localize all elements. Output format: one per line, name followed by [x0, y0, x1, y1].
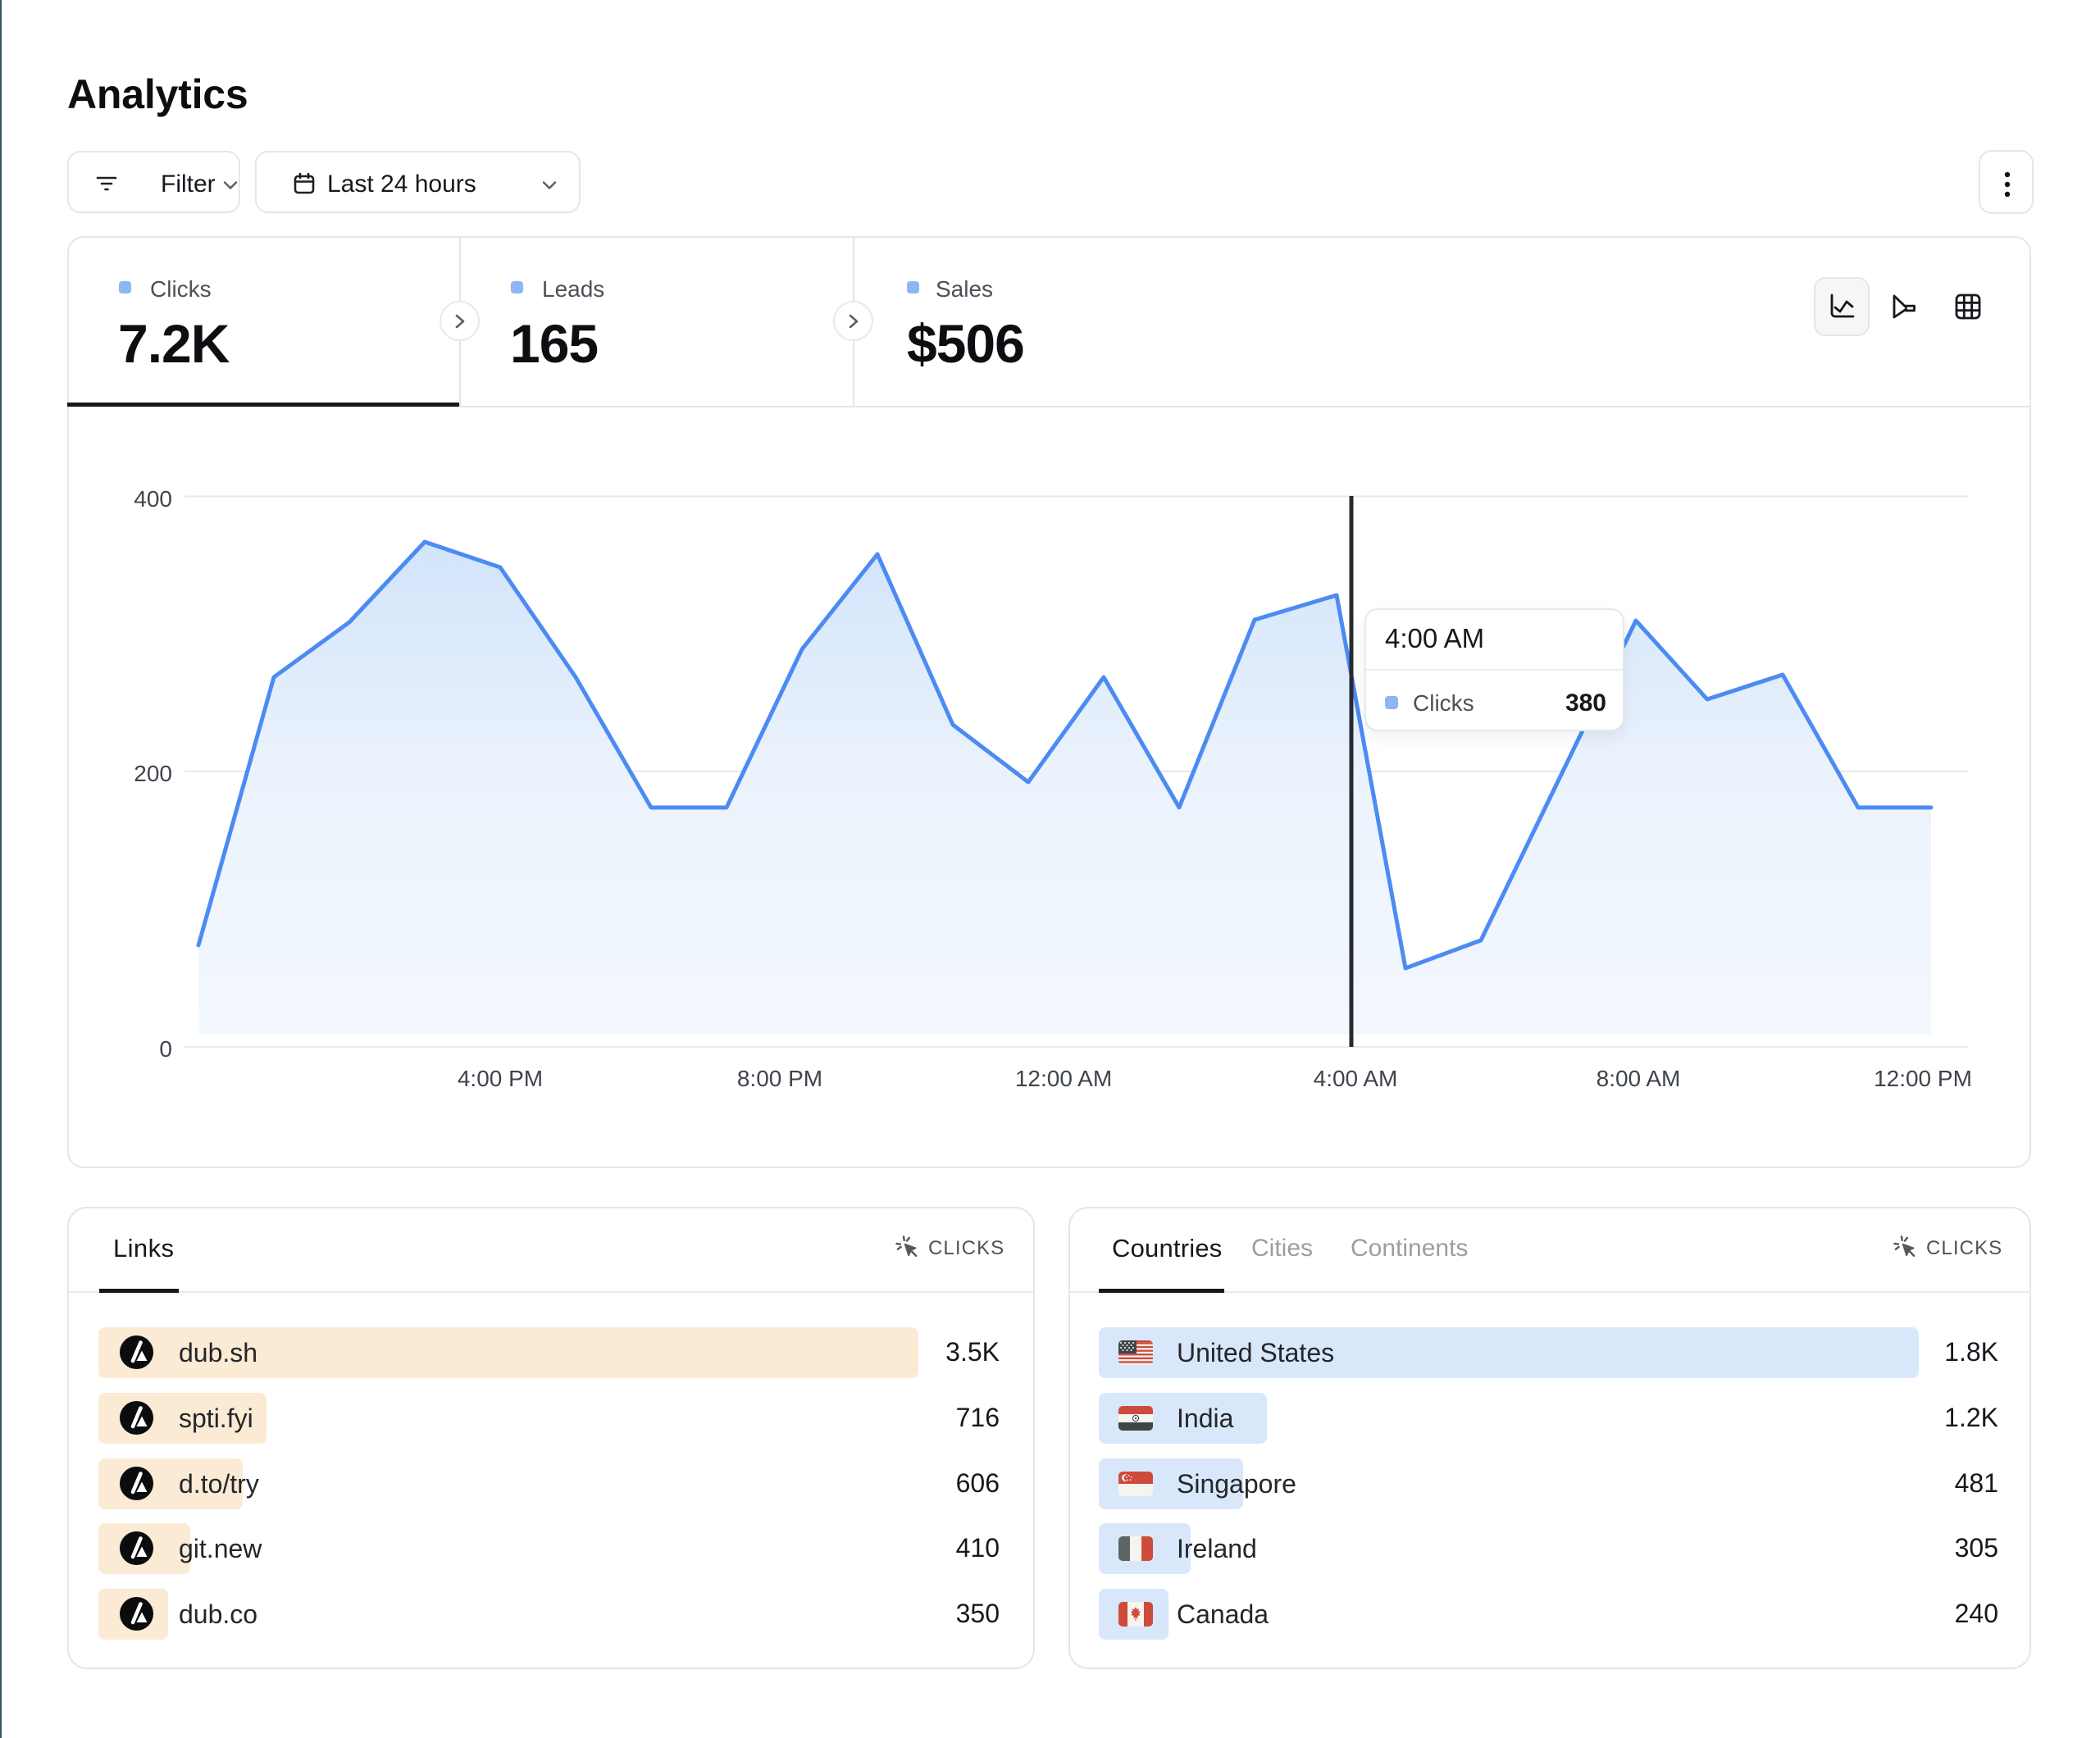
svg-text:12:00 AM: 12:00 AM: [1015, 1066, 1112, 1091]
svg-text:0: 0: [159, 1036, 172, 1062]
svg-text:4:00 AM: 4:00 AM: [1314, 1066, 1398, 1091]
svg-text:8:00 PM: 8:00 PM: [737, 1066, 822, 1091]
svg-text:4:00 PM: 4:00 PM: [458, 1066, 543, 1091]
svg-text:8:00 AM: 8:00 AM: [1597, 1066, 1681, 1091]
svg-text:200: 200: [134, 761, 172, 786]
svg-text:12:00 PM: 12:00 PM: [1874, 1066, 1972, 1091]
svg-text:400: 400: [134, 486, 172, 512]
